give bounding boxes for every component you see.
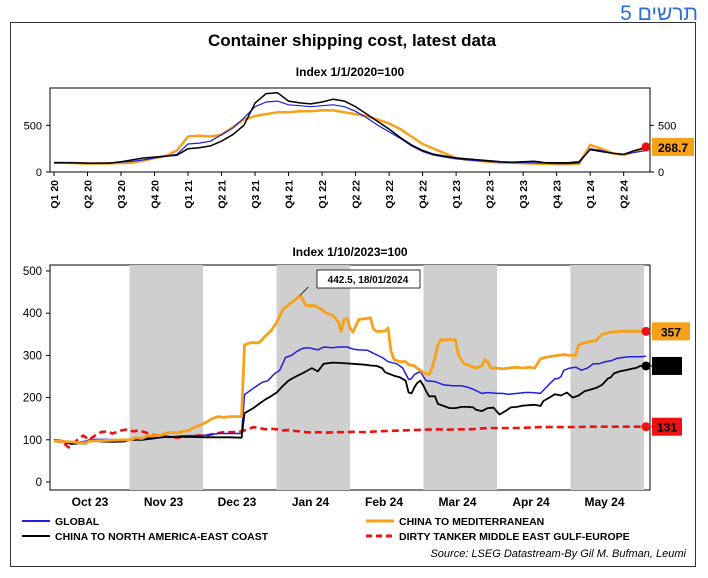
bottom-xtick-label: Apr 24 xyxy=(512,495,550,509)
bottom-xtick-label: Dec 23 xyxy=(218,495,257,509)
top-xtick-label: Q2 24 xyxy=(619,180,631,209)
top-xtick-label: Q2 22 xyxy=(351,180,363,209)
bottom-end-box-na xyxy=(652,356,682,375)
bottom-shade-band xyxy=(129,265,203,490)
bottom-end-label-med: 357 xyxy=(661,325,681,339)
annotation-box xyxy=(316,269,421,289)
top-end-marker xyxy=(641,142,651,152)
annotation-leader xyxy=(299,286,309,296)
top-series-na xyxy=(54,91,647,164)
bottom-ytick-label: 200 xyxy=(23,393,42,405)
top-ytick-label-left: 500 xyxy=(24,120,42,132)
bottom-xtick-label: Mar 24 xyxy=(438,495,476,509)
top-end-label: 268.7 xyxy=(658,141,688,155)
bottom-end-marker-tanker xyxy=(641,422,651,432)
top-xtick-label: Q1 23 xyxy=(451,180,463,209)
top-chart: 0 0 500 500 Q1 20 Q2 20 Q3 20 Q4 20 Q1 21 Q2 21 Q3… xyxy=(24,87,694,209)
top-xtick-label: Q1 24 xyxy=(585,180,597,209)
figure-number: תרשים 5 xyxy=(620,2,698,25)
bottom-xtick-label: Oct 23 xyxy=(72,495,109,509)
top-xtick-label: Q3 22 xyxy=(384,180,396,209)
bottom-series-med xyxy=(53,293,646,445)
top-xtick-label: Q3 20 xyxy=(116,180,128,209)
top-xtick-label: Q4 22 xyxy=(418,180,430,209)
bottom-ytick-label: 500 xyxy=(23,266,42,278)
bottom-shade-band xyxy=(570,265,644,490)
top-chart-subtitle: Index 1/1/2020=100 xyxy=(296,65,405,79)
bottom-ytick-label: 0 xyxy=(36,477,42,489)
top-xtick-label: Q2 20 xyxy=(83,180,95,209)
bottom-ytick-label: 100 xyxy=(23,435,42,447)
top-xtick-label: Q4 23 xyxy=(552,180,564,209)
bottom-ytick-label: 300 xyxy=(23,350,42,362)
legend-label-med: CHINA TO MEDITERRANEAN xyxy=(399,516,544,528)
bottom-end-label-na: 275 xyxy=(657,360,677,374)
bottom-chart: 0 100 200 300 400 500 Oct 23 Nov 23 Dec 23 Jan 24… xyxy=(23,264,690,509)
source-note: Source: LSEG Datastream-By Gil M. Bufman… xyxy=(430,548,686,560)
bottom-end-box-tanker xyxy=(652,417,682,436)
bottom-end-box-med xyxy=(652,322,690,341)
bottom-series-tanker xyxy=(53,425,646,449)
bottom-end-marker-med xyxy=(641,326,651,336)
top-xtick-label: Q3 21 xyxy=(250,180,262,209)
top-end-label-box xyxy=(652,137,694,156)
top-xtick-label: Q3 23 xyxy=(518,180,530,209)
top-xtick-label: Q1 22 xyxy=(317,180,329,209)
legend: GLOBAL CHINA TO NORTH AMERICA-EAST COAST… xyxy=(22,516,630,543)
top-xtick-label: Q2 23 xyxy=(485,180,497,209)
bottom-xtick-label: May 24 xyxy=(584,495,624,509)
bottom-end-marker-na xyxy=(641,361,651,371)
legend-label-tanker: DIRTY TANKER MIDDLE EAST GULF-EUROPE xyxy=(399,531,630,543)
bottom-series-na xyxy=(53,361,646,445)
top-ytick-label-right: 0 xyxy=(658,167,664,179)
legend-label-global: GLOBAL xyxy=(55,516,100,528)
top-plot-area xyxy=(49,87,651,173)
annotation-label: 442.5, 18/01/2024 xyxy=(328,275,409,286)
top-ytick-label-left: 0 xyxy=(36,167,42,179)
bottom-xtick-label: Nov 23 xyxy=(144,495,184,509)
bottom-shade-band xyxy=(423,265,497,490)
top-xtick-label: Q1 20 xyxy=(49,180,61,209)
bottom-chart-subtitle: Index 1/10/2023=100 xyxy=(292,245,407,259)
top-ytick-label-right: 500 xyxy=(658,120,676,132)
legend-label-na: CHINA TO NORTH AMERICA-EAST COAST xyxy=(55,531,269,543)
top-xtick-label: Q2 21 xyxy=(217,180,229,209)
bottom-ytick-label: 400 xyxy=(23,308,42,320)
bottom-xtick-label: Jan 24 xyxy=(292,495,330,509)
top-xtick-label: Q4 21 xyxy=(284,180,296,209)
bottom-xtick-label: Feb 24 xyxy=(365,495,403,509)
bottom-end-label-tanker: 131 xyxy=(657,421,677,435)
top-xtick-label: Q1 21 xyxy=(183,180,195,209)
top-xtick-label: Q4 20 xyxy=(150,180,162,209)
chart-frame xyxy=(10,22,696,567)
bottom-shade-band xyxy=(276,265,350,490)
chart-title: Container shipping cost, latest data xyxy=(208,31,497,50)
